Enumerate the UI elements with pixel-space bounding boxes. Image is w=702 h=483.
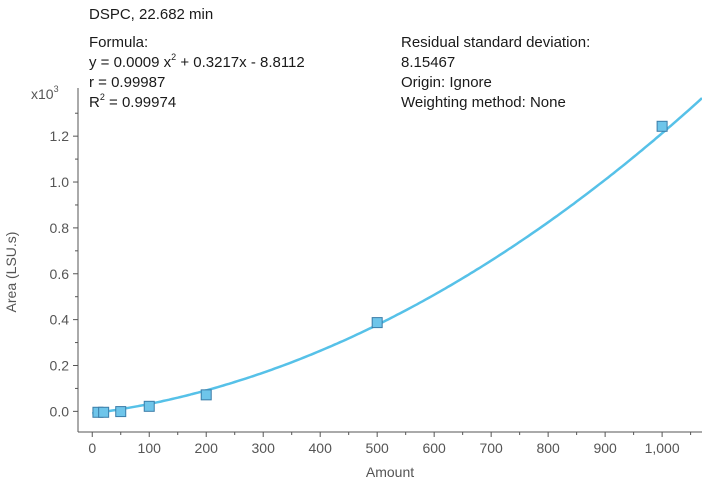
formula-text: y = 0.0009 x2 + 0.3217x - 8.8112 <box>89 52 305 72</box>
y-axis-label: Area (LSU.s) <box>3 232 19 313</box>
origin-setting: Origin: Ignore <box>401 74 492 91</box>
fit-curve <box>92 97 702 415</box>
y-tick-label: 0.8 <box>50 220 70 236</box>
weighting-setting: Weighting method: None <box>401 94 566 111</box>
x-tick-label: 900 <box>593 440 617 456</box>
x-tick-label: 300 <box>252 440 276 456</box>
rsd-label: Residual standard deviation: <box>401 34 591 51</box>
y-tick-label: 0.2 <box>50 357 70 373</box>
x-tick-label: 500 <box>365 440 389 456</box>
data-point <box>371 317 383 329</box>
y-tick-label: 0.0 <box>50 403 70 419</box>
y-tick-label: 0.6 <box>50 266 70 282</box>
y-tick-label: 1.0 <box>50 174 70 190</box>
data-point <box>200 389 212 401</box>
x-tick-label: 200 <box>195 440 219 456</box>
chart-title: DSPC, 22.682 min <box>89 6 214 23</box>
y-tick-label: 0.4 <box>50 312 70 328</box>
x-axis-label: Amount <box>366 464 414 480</box>
y-axis-multiplier: x103 <box>31 84 59 103</box>
x-tick-label: 0 <box>88 440 96 456</box>
x-tick-label: 800 <box>536 440 560 456</box>
data-point <box>98 406 110 418</box>
data-point <box>656 120 668 132</box>
x-tick-label: 600 <box>422 440 446 456</box>
rsd-value: 8.15467 <box>401 54 456 71</box>
y-tick-label: 1.2 <box>50 128 70 144</box>
r-value: r = 0.99987 <box>89 74 166 91</box>
formula-label: Formula: <box>89 34 149 51</box>
data-point <box>143 400 155 412</box>
data-point <box>115 406 127 418</box>
x-tick-label: 100 <box>138 440 162 456</box>
r-squared-value: R2 = 0.99974 <box>89 92 177 112</box>
x-tick-label: 400 <box>309 440 333 456</box>
x-tick-label: 1,000 <box>645 440 680 456</box>
x-tick-label: 700 <box>479 440 503 456</box>
